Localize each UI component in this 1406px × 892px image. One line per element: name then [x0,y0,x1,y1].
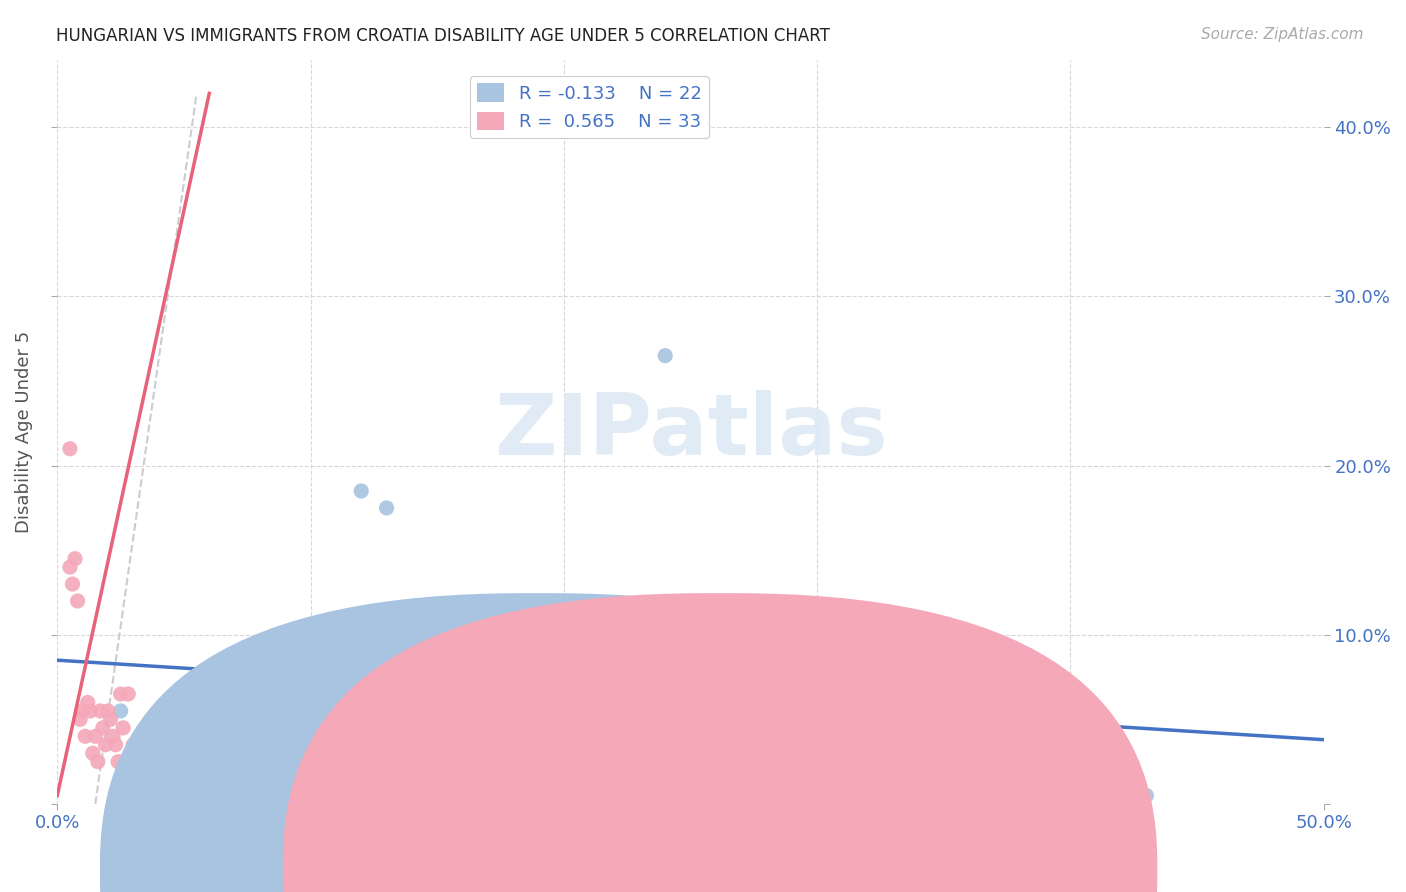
Point [110,687,132,701]
Point [173,721,195,735]
Point [127,738,149,752]
Point [122,738,145,752]
Point [59,560,82,574]
Point [84,729,107,743]
Point [104,738,127,752]
Point [1059,763,1081,777]
Point [262,687,284,701]
Point [831,789,853,803]
Point [148,763,170,777]
Point [97,704,120,718]
Point [79,704,101,718]
Point [112,721,135,735]
Text: Source: ZipAtlas.com: Source: ZipAtlas.com [1201,27,1364,42]
Point [299,721,322,735]
Point [59,442,82,456]
Point [94,738,117,752]
Point [287,729,309,743]
Legend: R = -0.133    N = 22, R =  0.565    N = 33: R = -0.133 N = 22, R = 0.565 N = 33 [470,76,709,138]
Point [110,704,132,718]
Point [654,349,676,363]
Point [211,687,233,701]
Point [198,789,221,803]
Text: ZIPatlas: ZIPatlas [494,391,887,474]
Point [1135,789,1157,803]
Point [76,696,98,710]
Point [1109,789,1132,803]
Text: Immigrants from Croatia: Immigrants from Croatia [741,861,945,879]
Point [160,772,183,786]
Point [72,704,94,718]
Point [375,500,398,515]
Point [117,687,139,701]
Point [755,645,778,659]
Point [89,704,111,718]
Point [337,628,360,642]
Text: Hungarians: Hungarians [558,861,654,879]
Point [82,746,104,760]
Point [135,746,157,760]
Point [107,755,129,769]
Point [101,729,124,743]
Point [75,729,97,743]
Y-axis label: Disability Age Under 5: Disability Age Under 5 [15,331,32,533]
Point [62,577,84,591]
Point [312,628,335,642]
Point [413,636,436,650]
Point [100,712,122,726]
Point [91,721,114,735]
Point [806,645,828,659]
Point [350,483,373,498]
Text: HUNGARIAN VS IMMIGRANTS FROM CROATIA DISABILITY AGE UNDER 5 CORRELATION CHART: HUNGARIAN VS IMMIGRANTS FROM CROATIA DIS… [56,27,830,45]
Point [173,780,195,794]
Point [142,755,165,769]
Point [236,696,259,710]
Point [186,780,208,794]
Point [69,712,91,726]
Point [87,755,110,769]
Point [63,551,86,566]
Point [249,712,271,726]
Point [957,763,980,777]
Point [439,645,461,659]
Point [66,594,89,608]
